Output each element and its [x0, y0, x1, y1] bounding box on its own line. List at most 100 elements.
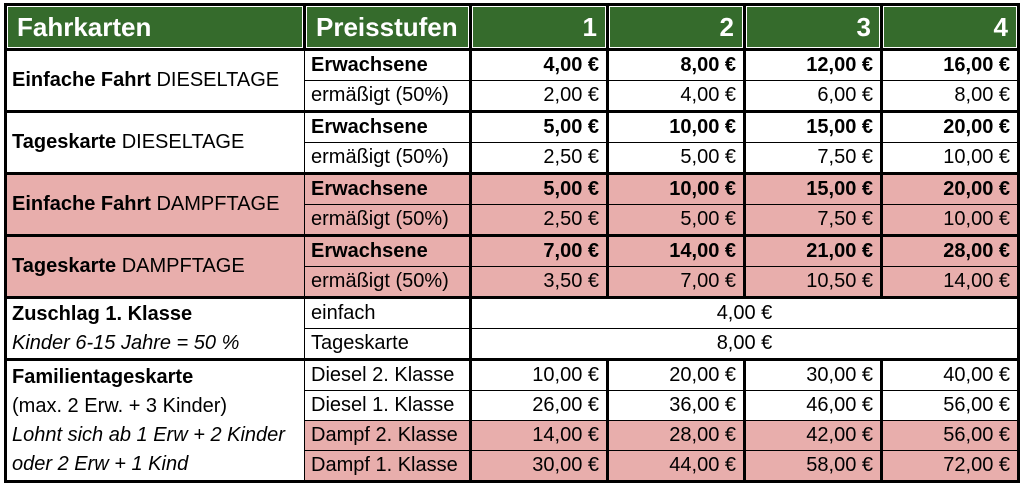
fare-type-cell: Dampf 2. Klasse — [304, 420, 472, 451]
table-row: ermäßigt (50%) 2,50 € 5,00 € 7,50 € 10,0… — [6, 142, 1020, 174]
group-label-cell-tageskarte-dieseltage: Tageskarte DIESELTAGE — [5, 110, 305, 174]
price-cell: 15,00 € — [743, 172, 883, 205]
fare-type-cell: Erwachsene — [304, 48, 472, 81]
fare-type-cell: ermäßigt (50%) — [304, 142, 472, 174]
group-label-line: (max. 2 Erw. + 3 Kinder) — [12, 394, 228, 417]
price-cell: 72,00 € — [880, 450, 1020, 482]
price-cell: 5,00 € — [469, 110, 609, 143]
price-cell: 7,00 € — [469, 234, 609, 267]
price-cell: 7,00 € — [606, 266, 746, 298]
group-label-line: oder 2 Erw + 1 Kind — [12, 452, 189, 475]
price-cell: 2,00 € — [469, 80, 609, 112]
table-header-row: Fahrkarten Preisstufen 1 2 3 4 — [4, 3, 1020, 51]
price-cell: 14,00 € — [606, 234, 746, 267]
fare-type-cell: ermäßigt (50%) — [304, 204, 472, 236]
price-cell: 5,00 € — [606, 142, 746, 174]
table-row: Dampf 1. Klasse 30,00 € 44,00 € 58,00 € … — [6, 450, 1020, 482]
price-cell: 5,00 € — [469, 172, 609, 205]
price-cell: 28,00 € — [606, 420, 746, 451]
group-label-cell-tageskarte-dampftage: Tageskarte DAMPFTAGE — [5, 234, 305, 298]
price-cell: 56,00 € — [880, 390, 1020, 421]
table-row: Zuschlag 1. Klasse Kinder 6-15 Jahre = 5… — [5, 296, 1019, 360]
fare-type-cell: Erwachsene — [304, 110, 472, 143]
fahrkarten-price-table: Fahrkarten Preisstufen 1 2 3 4 Einfache … — [4, 3, 1020, 483]
price-cell: 12,00 € — [743, 48, 883, 81]
price-cell: 2,50 € — [469, 204, 609, 236]
header-preisstufen: Preisstufen — [303, 3, 472, 51]
group-label-cell-familientageskarte: Familientageskarte (max. 2 Erw. + 3 Kind… — [5, 358, 305, 482]
price-cell: 28,00 € — [880, 234, 1020, 267]
price-cell: 10,50 € — [743, 266, 883, 298]
group-label-line: Lohnt sich ab 1 Erw + 2 Kinder — [12, 423, 285, 446]
group-label-bold: Einfache Fahrt — [12, 193, 151, 215]
price-cell: 10,00 € — [880, 204, 1020, 236]
fare-type-cell: Diesel 1. Klasse — [304, 390, 472, 421]
price-cell: 46,00 € — [743, 390, 883, 421]
fare-type-cell: einfach — [304, 296, 472, 329]
table-row: ermäßigt (50%) 2,00 € 4,00 € 6,00 € 8,00… — [6, 80, 1020, 112]
price-cell: 26,00 € — [469, 390, 609, 421]
group-label-rest: DIESELTAGE — [116, 131, 245, 153]
price-cell: 8,00 € — [880, 80, 1020, 112]
group-label-cell-einfache-fahrt-dieseltage: Einfache Fahrt DIESELTAGE — [5, 48, 305, 112]
price-cell: 21,00 € — [743, 234, 883, 267]
table-row: Tageskarte DAMPFTAGE Erwachsene 7,00 € 1… — [5, 234, 1020, 298]
price-cell: 36,00 € — [606, 390, 746, 421]
price-cell: 16,00 € — [880, 48, 1020, 81]
header-level-3: 3 — [743, 3, 883, 51]
table-row: ermäßigt (50%) 2,50 € 5,00 € 7,50 € 10,0… — [6, 204, 1020, 236]
fare-type-cell: Erwachsene — [304, 172, 472, 205]
table-row: ermäßigt (50%) 3,50 € 7,00 € 10,50 € 14,… — [6, 266, 1020, 298]
table-row: Einfache Fahrt DIESELTAGE Erwachsene 4,0… — [5, 48, 1020, 112]
price-cell: 40,00 € — [880, 358, 1020, 391]
merged-price-cell: 8,00 € — [469, 328, 1019, 360]
group-label-cell-einfache-fahrt-dampftage: Einfache Fahrt DAMPFTAGE — [5, 172, 305, 236]
group-label-bold: Einfache Fahrt — [12, 69, 151, 91]
group-label-line: Kinder 6-15 Jahre = 50 % — [12, 331, 240, 354]
price-cell: 3,50 € — [469, 266, 609, 298]
table-row: Einfache Fahrt DAMPFTAGE Erwachsene 5,00… — [5, 172, 1020, 236]
group-label-rest: DIESELTAGE — [150, 69, 280, 91]
price-cell: 20,00 € — [880, 172, 1020, 205]
price-cell: 20,00 € — [880, 110, 1020, 143]
table-row: Tageskarte DIESELTAGE Erwachsene 5,00 € … — [5, 110, 1020, 174]
price-cell: 44,00 € — [606, 450, 746, 482]
price-cell: 30,00 € — [469, 450, 609, 482]
price-cell: 10,00 € — [606, 172, 746, 205]
fare-type-cell: ermäßigt (50%) — [304, 266, 472, 298]
price-cell: 8,00 € — [606, 48, 746, 81]
fare-type-cell: Erwachsene — [304, 234, 472, 267]
price-cell: 2,50 € — [469, 142, 609, 174]
price-cell: 30,00 € — [743, 358, 883, 391]
price-cell: 10,00 € — [469, 358, 609, 391]
price-cell: 7,50 € — [743, 142, 883, 174]
group-label-line: Familientageskarte — [12, 365, 194, 388]
table-row: Dampf 2. Klasse 14,00 € 28,00 € 42,00 € … — [6, 420, 1020, 451]
price-cell: 10,00 € — [606, 110, 746, 143]
group-label-cell-zuschlag: Zuschlag 1. Klasse Kinder 6-15 Jahre = 5… — [5, 296, 305, 360]
price-cell: 15,00 € — [743, 110, 883, 143]
price-cell: 20,00 € — [606, 358, 746, 391]
table-row: Diesel 1. Klasse 26,00 € 36,00 € 46,00 €… — [6, 390, 1020, 421]
fare-type-cell: Diesel 2. Klasse — [304, 358, 472, 391]
table-row: Familientageskarte (max. 2 Erw. + 3 Kind… — [5, 358, 1020, 482]
price-cell: 14,00 € — [880, 266, 1020, 298]
price-cell: 4,00 € — [606, 80, 746, 112]
fare-type-cell: Tageskarte — [304, 328, 472, 360]
header-level-1: 1 — [469, 3, 609, 51]
header-level-2: 2 — [606, 3, 746, 51]
group-label-bold: Tageskarte — [12, 255, 117, 277]
price-cell: 56,00 € — [880, 420, 1020, 451]
price-cell: 7,50 € — [743, 204, 883, 236]
price-cell: 42,00 € — [743, 420, 883, 451]
merged-price-cell: 4,00 € — [469, 296, 1019, 329]
fare-type-cell: ermäßigt (50%) — [304, 80, 472, 112]
price-cell: 10,00 € — [880, 142, 1020, 174]
price-cell: 58,00 € — [743, 450, 883, 482]
group-label-line: Zuschlag 1. Klasse — [12, 302, 193, 325]
group-label-rest: DAMPFTAGE — [150, 193, 280, 215]
header-fahrkarten: Fahrkarten — [4, 3, 306, 51]
price-cell: 14,00 € — [469, 420, 609, 451]
header-level-4: 4 — [880, 3, 1020, 51]
price-cell: 4,00 € — [469, 48, 609, 81]
